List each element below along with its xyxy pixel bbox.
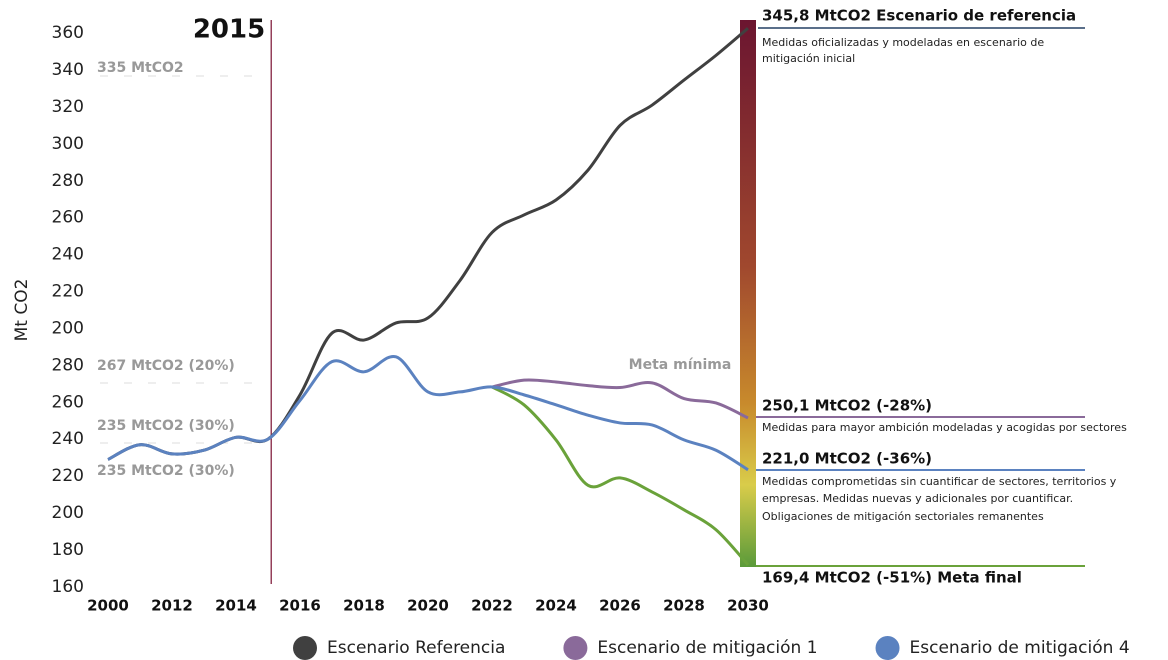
y-tick-label: 200 <box>52 503 84 523</box>
legend-label: Escenario de mitigación 4 <box>910 638 1130 658</box>
left-note: 235 MtCO2 (30%) <box>97 463 235 479</box>
x-tick-label: 2028 <box>663 597 705 615</box>
series-line <box>107 27 749 461</box>
legend-label: Escenario de mitigación 1 <box>597 638 817 658</box>
y-tick-label: 180 <box>52 540 84 560</box>
x-tick-label: 2014 <box>215 597 257 615</box>
legend-swatch <box>875 636 900 660</box>
y-tick-label: 280 <box>52 171 84 191</box>
marker-label: 2015 <box>193 15 265 45</box>
y-tick-label: 300 <box>52 134 84 154</box>
series-line <box>491 385 750 566</box>
x-tick-label: 2000 <box>87 597 129 615</box>
y-tick-label: 340 <box>52 60 84 80</box>
x-tick-label: 2022 <box>471 597 513 615</box>
gradient-bar <box>740 20 756 567</box>
right-title: 345,8 MtCO2 Escenario de referencia <box>762 7 1076 25</box>
legend-swatch <box>293 636 317 660</box>
x-tick-label: 2024 <box>535 597 577 615</box>
y-tick-label: 200 <box>52 318 84 338</box>
y-tick-label: 220 <box>52 282 84 302</box>
legend-label: Escenario Referencia <box>327 638 505 658</box>
y-tick-label: 160 <box>52 577 84 597</box>
y-axis-label: Mt CO2 <box>12 279 32 342</box>
left-note: 267 MtCO2 (20%) <box>97 358 235 374</box>
left-note: 335 MtCO2 <box>97 60 184 76</box>
left-note: 235 MtCO2 (30%) <box>97 418 235 434</box>
right-note: Medidas comprometidas sin cuantificar de… <box>762 475 1117 488</box>
right-note: mitigación inicial <box>762 52 855 65</box>
x-tick-label: 2026 <box>599 597 641 615</box>
right-note: Medidas oficializadas y modeladas en esc… <box>762 36 1044 49</box>
y-tick-label: 240 <box>52 429 84 449</box>
y-tick-label: 260 <box>52 392 84 412</box>
x-tick-label: 2012 <box>151 597 193 615</box>
meta-minima: Meta mínima <box>629 357 732 373</box>
x-tick-label: 2020 <box>407 597 449 615</box>
right-note: Obligaciones de mitigación sectoriales r… <box>762 510 1044 523</box>
y-tick-label: 220 <box>52 466 84 486</box>
series-line <box>491 378 749 420</box>
right-title: 169,4 MtCO2 (-51%) Meta final <box>762 569 1022 587</box>
y-tick-label: 280 <box>52 355 84 375</box>
y-tick-label: 260 <box>52 208 84 228</box>
y-tick-label: 320 <box>52 97 84 117</box>
y-tick-label: 360 <box>52 23 84 43</box>
series-line <box>107 355 749 472</box>
right-title: 250,1 MtCO2 (-28%) <box>762 397 932 415</box>
legend-swatch <box>563 636 588 660</box>
y-tick-label: 240 <box>52 245 84 265</box>
x-tick-label: 2016 <box>279 597 321 615</box>
x-tick-label: 2030 <box>727 597 769 615</box>
right-note: empresas. Medidas nuevas y adicionales p… <box>762 492 1073 505</box>
right-title: 221,0 MtCO2 (-36%) <box>762 450 932 468</box>
right-note: Medidas para mayor ambición modeladas y … <box>762 421 1127 434</box>
x-tick-label: 2018 <box>343 597 385 615</box>
